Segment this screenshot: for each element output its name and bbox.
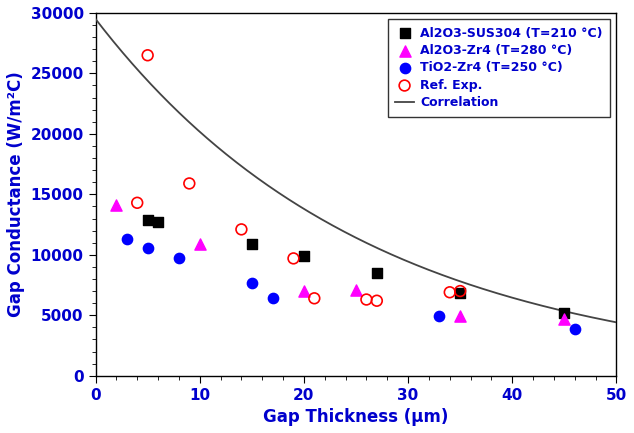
Al2O3-Zr4 (T=280 °C) (455, 313, 465, 320)
Legend: Al2O3-SUS304 (T=210 °C), Al2O3-Zr4 (T=280 °C), TiO2-Zr4 (T=250 °C), Ref. Exp., C: Al2O3-SUS304 (T=210 °C), Al2O3-Zr4 (T=28… (387, 19, 610, 117)
TiO2-Zr4 (T=250 °C) (434, 313, 444, 320)
Al2O3-SUS304 (T=210 °C) (299, 252, 309, 259)
Ref. Exp. (455, 288, 465, 294)
Al2O3-SUS304 (T=210 °C) (455, 290, 465, 297)
Al2O3-Zr4 (T=280 °C) (351, 286, 361, 293)
Correlation (519, 298, 526, 303)
Al2O3-Zr4 (T=280 °C) (299, 288, 309, 294)
X-axis label: Gap Thickness (μm): Gap Thickness (μm) (263, 408, 449, 426)
Ref. Exp. (361, 296, 372, 303)
Correlation (339, 229, 347, 234)
Al2O3-Zr4 (T=280 °C) (559, 315, 569, 322)
Al2O3-SUS304 (T=210 °C) (372, 269, 382, 276)
Correlation (402, 258, 410, 263)
Ref. Exp. (236, 226, 247, 233)
Correlation (373, 246, 381, 251)
TiO2-Zr4 (T=250 °C) (268, 295, 278, 302)
TiO2-Zr4 (T=250 °C) (174, 255, 184, 262)
TiO2-Zr4 (T=250 °C) (570, 325, 580, 332)
Al2O3-SUS304 (T=210 °C) (559, 309, 569, 316)
Correlation (342, 230, 350, 235)
Ref. Exp. (309, 295, 320, 302)
Ref. Exp. (444, 289, 455, 296)
TiO2-Zr4 (T=250 °C) (143, 244, 153, 251)
Ref. Exp. (184, 180, 195, 187)
Al2O3-SUS304 (T=210 °C) (143, 216, 153, 223)
Al2O3-SUS304 (T=210 °C) (153, 219, 163, 226)
Ref. Exp. (143, 52, 153, 59)
TiO2-Zr4 (T=250 °C) (247, 279, 257, 286)
Ref. Exp. (288, 255, 299, 262)
Y-axis label: Gap Conductance (W/m²C): Gap Conductance (W/m²C) (7, 71, 25, 317)
TiO2-Zr4 (T=250 °C) (122, 236, 132, 242)
Correlation (92, 16, 100, 22)
Al2O3-Zr4 (T=280 °C) (112, 202, 122, 209)
Line: Correlation: Correlation (96, 19, 616, 322)
Al2O3-SUS304 (T=210 °C) (247, 240, 257, 247)
Ref. Exp. (132, 199, 142, 206)
Correlation (600, 317, 608, 323)
Correlation (612, 320, 620, 325)
Al2O3-Zr4 (T=280 °C) (195, 240, 205, 247)
Ref. Exp. (372, 297, 382, 304)
